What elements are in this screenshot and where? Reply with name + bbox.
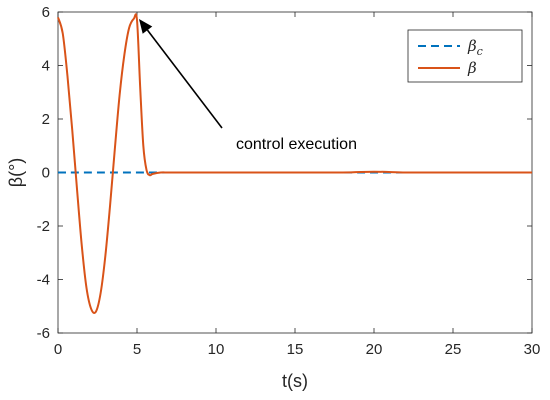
- y-tick-label: 4: [42, 58, 50, 75]
- y-tick-label: -2: [37, 218, 50, 235]
- x-tick-label: 15: [287, 341, 304, 358]
- y-axis-label: β(°): [6, 158, 26, 188]
- x-axis-label: t(s): [282, 371, 308, 391]
- x-tick-label: 25: [445, 341, 462, 358]
- x-tick-label: 10: [208, 341, 225, 358]
- x-tick-label: 20: [366, 341, 383, 358]
- legend: βcβ: [407, 29, 523, 83]
- annotation-arrow-head: [139, 19, 153, 34]
- y-tick-label: -4: [37, 272, 50, 289]
- y-tick-label: -6: [37, 325, 50, 342]
- x-tick-label: 30: [524, 341, 541, 358]
- axes-layer: 0 5 10 15 20 25 30 -6 -4 -2 0 2 4 6 t(s) β(°): [6, 4, 540, 391]
- x-tick-label: 0: [54, 341, 62, 358]
- legend-subscript: c: [477, 45, 483, 58]
- series-layer: [57, 13, 532, 314]
- annotation-text: control execution: [236, 136, 357, 153]
- annotation-arrow-line: [146, 29, 223, 129]
- legend-box: [407, 29, 523, 83]
- annotation-layer: control execution: [139, 19, 357, 153]
- series-line-beta: [57, 13, 532, 314]
- y-tick-label: 2: [42, 111, 50, 128]
- y-tick-label: 6: [42, 4, 50, 21]
- y-tick-label: 0: [42, 165, 50, 182]
- legend-label-1: β: [467, 59, 477, 77]
- x-tick-label: 5: [133, 341, 141, 358]
